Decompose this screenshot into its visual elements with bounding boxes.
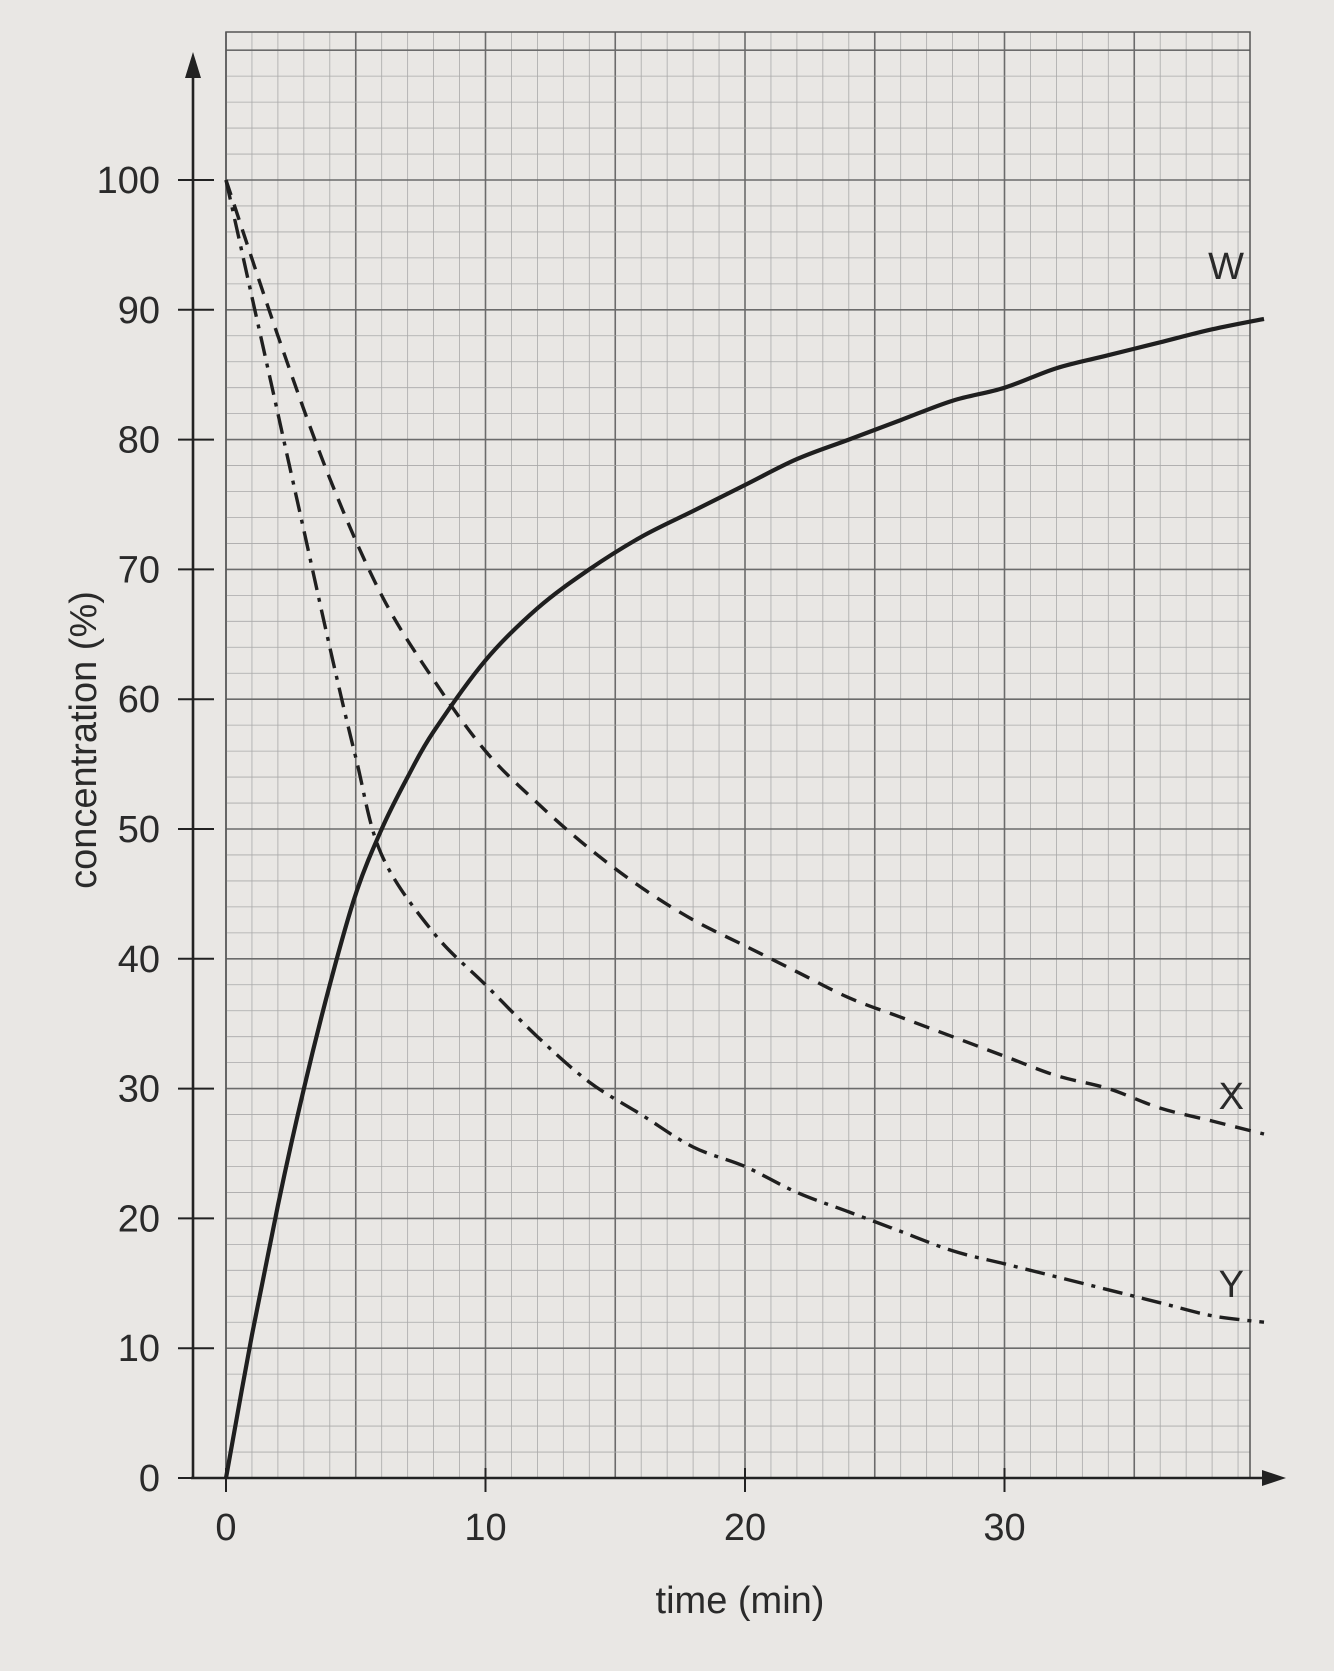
- x-axis-arrow-icon: [1262, 1470, 1286, 1486]
- y-tick-label: 100: [97, 160, 160, 202]
- y-tick-label: 60: [118, 679, 160, 721]
- y-axis-title: concentration (%): [63, 591, 105, 889]
- y-tick-label: 20: [118, 1198, 160, 1240]
- y-tick-label: 40: [118, 939, 160, 981]
- y-tick-label: 0: [139, 1458, 160, 1500]
- series-x-label: X: [1219, 1076, 1244, 1118]
- series-y-label: Y: [1219, 1264, 1244, 1306]
- series-w-line: [223, 316, 1265, 1479]
- x-tick-label: 0: [215, 1507, 236, 1549]
- labels: 0 10 20 30 40 50 60 70 80 90 100 0 10 20 30 time (min) c…: [63, 160, 1244, 1622]
- y-tick-label: 30: [118, 1069, 160, 1111]
- series-w-label: W: [1208, 246, 1244, 288]
- y-axis-arrow-icon: [185, 52, 201, 78]
- x-tick-label: 30: [983, 1507, 1025, 1549]
- grid: [225, 31, 1251, 1479]
- y-tick-label: 50: [118, 809, 160, 851]
- y-tick-label: 90: [118, 290, 160, 332]
- y-tick-label: 10: [118, 1328, 160, 1370]
- x-axis-title: time (min): [656, 1580, 825, 1622]
- axes: [178, 52, 1286, 1492]
- y-tick-label: 80: [118, 420, 160, 462]
- series-x-line: [224, 179, 1265, 1136]
- x-tick-label: 10: [464, 1507, 506, 1549]
- series-group: [223, 179, 1265, 1479]
- y-tick-label: 70: [118, 549, 160, 591]
- x-tick-label: 20: [724, 1507, 766, 1549]
